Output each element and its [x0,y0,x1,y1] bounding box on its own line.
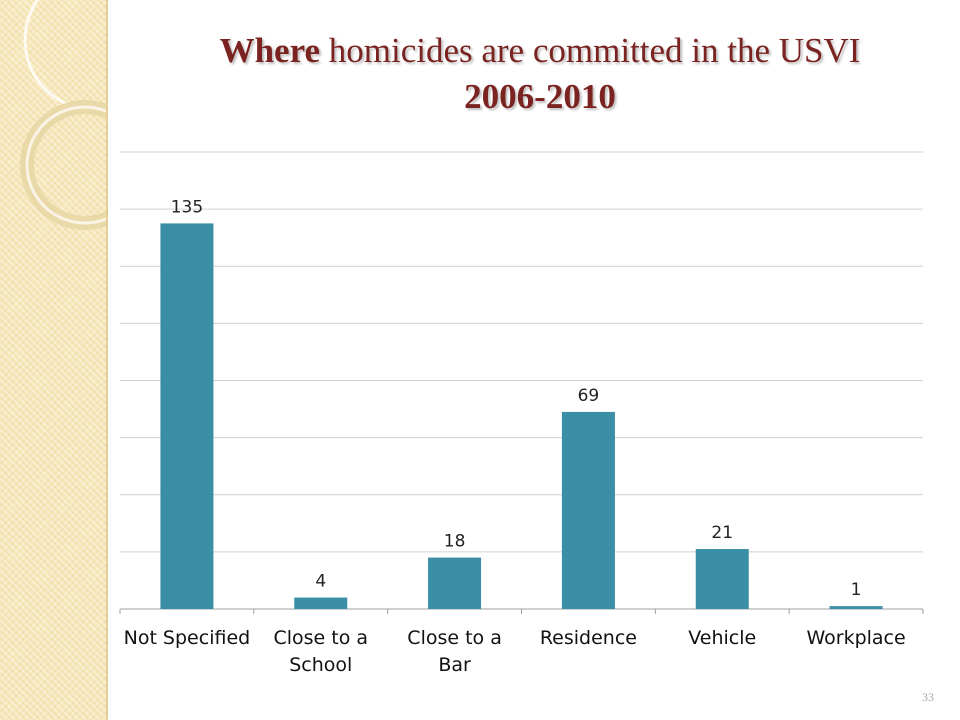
x-tick-label: Close to a [273,627,368,649]
data-label: 135 [171,197,203,217]
x-tick-label: Close to a [407,627,502,649]
x-tick-label: Not Specified [124,627,251,649]
data-label: 4 [315,572,326,592]
data-label: 18 [444,532,466,552]
x-tick-label: Residence [540,627,637,649]
bar [294,597,348,609]
x-tick-label: Bar [438,654,471,676]
data-label: 21 [711,523,733,543]
x-tick-label: School [289,654,352,676]
decorative-circles-icon [20,0,106,230]
x-tick-label: Workplace [806,627,905,649]
title-rest: homicides are committed in the USVI [320,31,861,70]
title-bold-word: Where [219,31,320,70]
data-label: 1 [851,580,862,600]
bar [561,411,615,609]
bar [160,223,214,609]
bar [695,549,749,609]
title-years: 2006-2010 [464,77,616,116]
bar [829,606,883,609]
decorative-side-band [0,0,108,720]
slide-title: Where homicides are committed in the USV… [120,28,960,120]
data-label: 69 [578,386,600,406]
x-tick-label: Vehicle [688,627,756,649]
page-number: 33 [922,690,934,704]
bar [428,557,482,609]
